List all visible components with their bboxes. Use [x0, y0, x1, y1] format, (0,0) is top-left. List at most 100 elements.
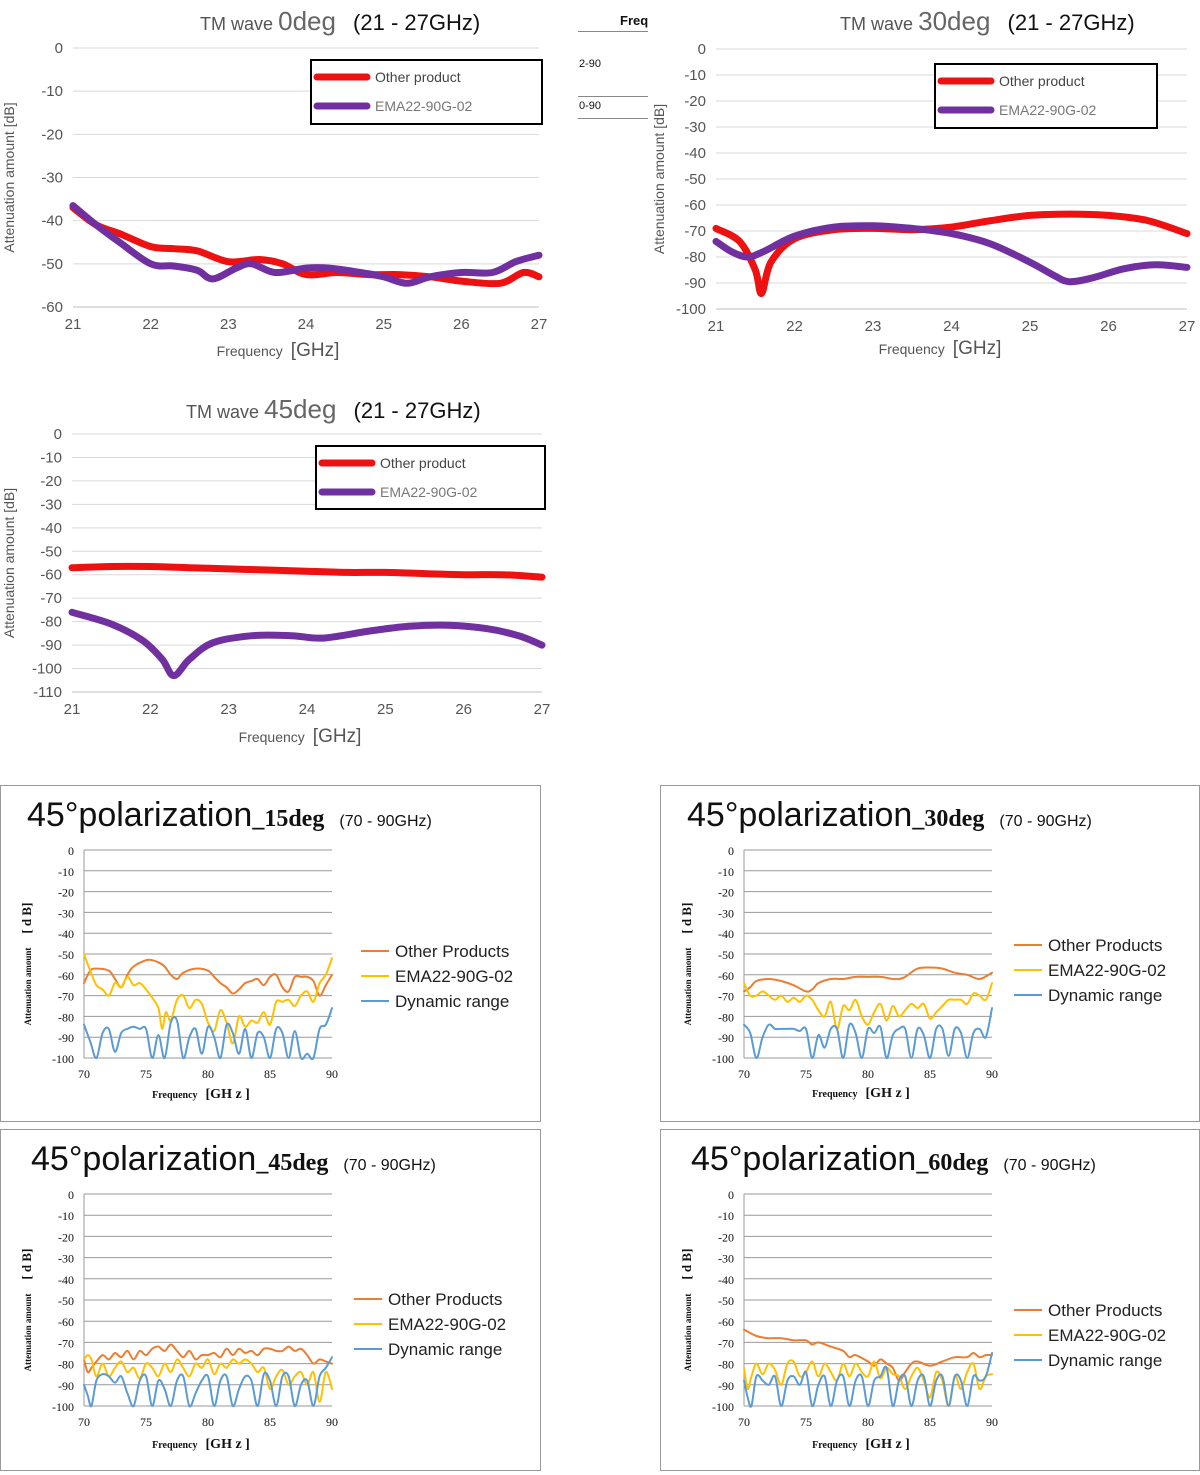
- x-tick-label: 90: [986, 1067, 998, 1081]
- series-line: [83, 1007, 333, 1061]
- y-tick-label: -90: [684, 275, 706, 292]
- y-tick-label: -20: [58, 886, 74, 900]
- series-line: [743, 982, 993, 1030]
- legend-label: EMA22-90G-02: [388, 1315, 506, 1334]
- title-main: 45°polarization: [687, 796, 913, 834]
- x-axis-label: Frequency [GH z ]: [812, 1437, 910, 1452]
- x-tick-label: 85: [924, 1415, 936, 1429]
- y-tick-label: -50: [718, 948, 734, 962]
- series-line: [68, 608, 546, 680]
- chart-svg: 0 -10 -20 -30 -40 -50 -60 -70 -80 -90 -100 70 75 80 85…: [19, 1188, 506, 1452]
- y-tick-label: -60: [40, 567, 62, 584]
- y-tick-label: -70: [58, 990, 74, 1004]
- y-tick-label: -100: [52, 1052, 74, 1066]
- y-tick-label: -100: [32, 661, 62, 678]
- legend-label: EMA22-90G-02: [1048, 961, 1166, 980]
- legend-label: Other Products: [388, 1290, 502, 1309]
- chart-title: TM wave 0deg (21 - 27GHz): [200, 6, 480, 37]
- x-axis-label: Frequency [GH z ]: [812, 1086, 910, 1101]
- series-line: [743, 1328, 993, 1382]
- chart-pol-45deg: 45°polarization_45deg (70 - 90GHz) 0 -10 -…: [0, 1129, 541, 1471]
- y-tick-label: -20: [40, 473, 62, 490]
- y-tick-label: -60: [58, 1315, 74, 1329]
- title-angle: _60deg: [916, 1150, 989, 1176]
- x-tick-label: 26: [453, 316, 470, 333]
- y-tick-label: -50: [41, 256, 63, 273]
- y-tick-label: -100: [712, 1052, 734, 1066]
- series-line: [743, 1352, 993, 1408]
- y-tick-label: -20: [41, 126, 63, 143]
- legend-label: EMA22-90G-02: [395, 967, 513, 986]
- y-tick-label: 0: [68, 1188, 74, 1202]
- legend-label: EMA22-90G-02: [380, 484, 477, 500]
- x-tick-label: 80: [862, 1067, 874, 1081]
- y-tick-label: 0: [55, 40, 63, 57]
- y-tick-label: -90: [718, 1031, 734, 1045]
- x-tick-label: 21: [64, 701, 81, 718]
- y-tick-label: -20: [684, 93, 706, 110]
- x-tick-label: 90: [326, 1415, 338, 1429]
- y-tick-label: -100: [712, 1400, 734, 1414]
- chart-tm-45deg: TM wave 45deg (21 - 27GHz) 0 -10 -20 -30 -40…: [0, 388, 560, 753]
- x-tick-label: 80: [862, 1415, 874, 1429]
- y-tick-label: -30: [41, 170, 63, 187]
- legend-label: Dynamic range: [1048, 1351, 1162, 1370]
- y-tick-label: -90: [718, 1379, 734, 1393]
- y-tick-label: -20: [718, 1230, 734, 1244]
- x-tick-label: 80: [202, 1067, 214, 1081]
- series-line: [83, 1343, 333, 1374]
- x-tick-label: 24: [943, 318, 960, 335]
- y-tick-label: -40: [718, 927, 734, 941]
- legend-box: [310, 59, 543, 125]
- y-tick-label: -70: [718, 990, 734, 1004]
- fragment-row: 2-90: [579, 58, 602, 70]
- y-tick-label: -80: [40, 614, 62, 631]
- x-tick-label: 80: [202, 1415, 214, 1429]
- y-tick-label: 0: [728, 1188, 734, 1202]
- x-tick-label: 70: [78, 1067, 90, 1081]
- y-tick-label: -80: [58, 1010, 74, 1024]
- y-tick-label: -10: [684, 67, 706, 84]
- y-tick-label: -30: [718, 906, 734, 920]
- y-tick-label: -70: [684, 223, 706, 240]
- y-tick-label: -80: [58, 1358, 74, 1372]
- legend-box: [315, 445, 546, 510]
- x-tick-label: 25: [1022, 318, 1039, 335]
- title-main: 45°polarization: [31, 1140, 257, 1178]
- x-tick-label: 70: [78, 1415, 90, 1429]
- y-tick-label: -10: [41, 83, 63, 100]
- y-tick-label: -80: [684, 249, 706, 266]
- title-range: (70 - 90GHz): [339, 813, 432, 830]
- chart-title: TM wave 30deg (21 - 27GHz): [840, 6, 1135, 37]
- title-main: 45°polarization: [691, 1140, 917, 1178]
- title-range: (21 - 27GHz): [353, 398, 481, 423]
- series-line: [83, 1354, 333, 1403]
- x-axis-label: Frequency [GH z ]: [152, 1437, 250, 1452]
- chart-tm-0deg: TM wave 0deg (21 - 27GHz) 0 -10 -20 -30 -40 -…: [0, 0, 560, 365]
- fragment-divider: [578, 96, 648, 97]
- title-angle: _30deg: [912, 806, 985, 832]
- legend-label: Dynamic range: [1048, 986, 1162, 1005]
- y-axis-label: Attenuation amount [dB]: [651, 104, 667, 254]
- y-tick-label: -40: [718, 1273, 734, 1287]
- y-tick-label: -20: [58, 1230, 74, 1244]
- legend-label: Other product: [380, 455, 466, 471]
- x-tick-label: 23: [220, 701, 237, 718]
- title-angle: 45deg: [264, 394, 337, 424]
- x-tick-label: 25: [375, 316, 392, 333]
- y-tick-label: -90: [40, 637, 62, 654]
- title-angle: _45deg: [256, 1150, 329, 1176]
- title-angle: 0deg: [278, 6, 336, 36]
- x-tick-label: 75: [140, 1067, 152, 1081]
- series-line: [712, 210, 1191, 297]
- x-axis-label: Frequency [GH z ]: [152, 1087, 250, 1102]
- legend-box: [934, 63, 1158, 129]
- y-tick-label: -50: [58, 948, 74, 962]
- x-tick-label: 21: [65, 316, 82, 333]
- y-tick-label: -40: [58, 1273, 74, 1287]
- chart-pol-30deg: 45°polarization_30deg (70 - 90GHz) 0 -10 -…: [660, 785, 1200, 1122]
- y-tick-label: -20: [718, 886, 734, 900]
- y-axis-label: Attenuation amount[ d B]: [19, 1249, 34, 1372]
